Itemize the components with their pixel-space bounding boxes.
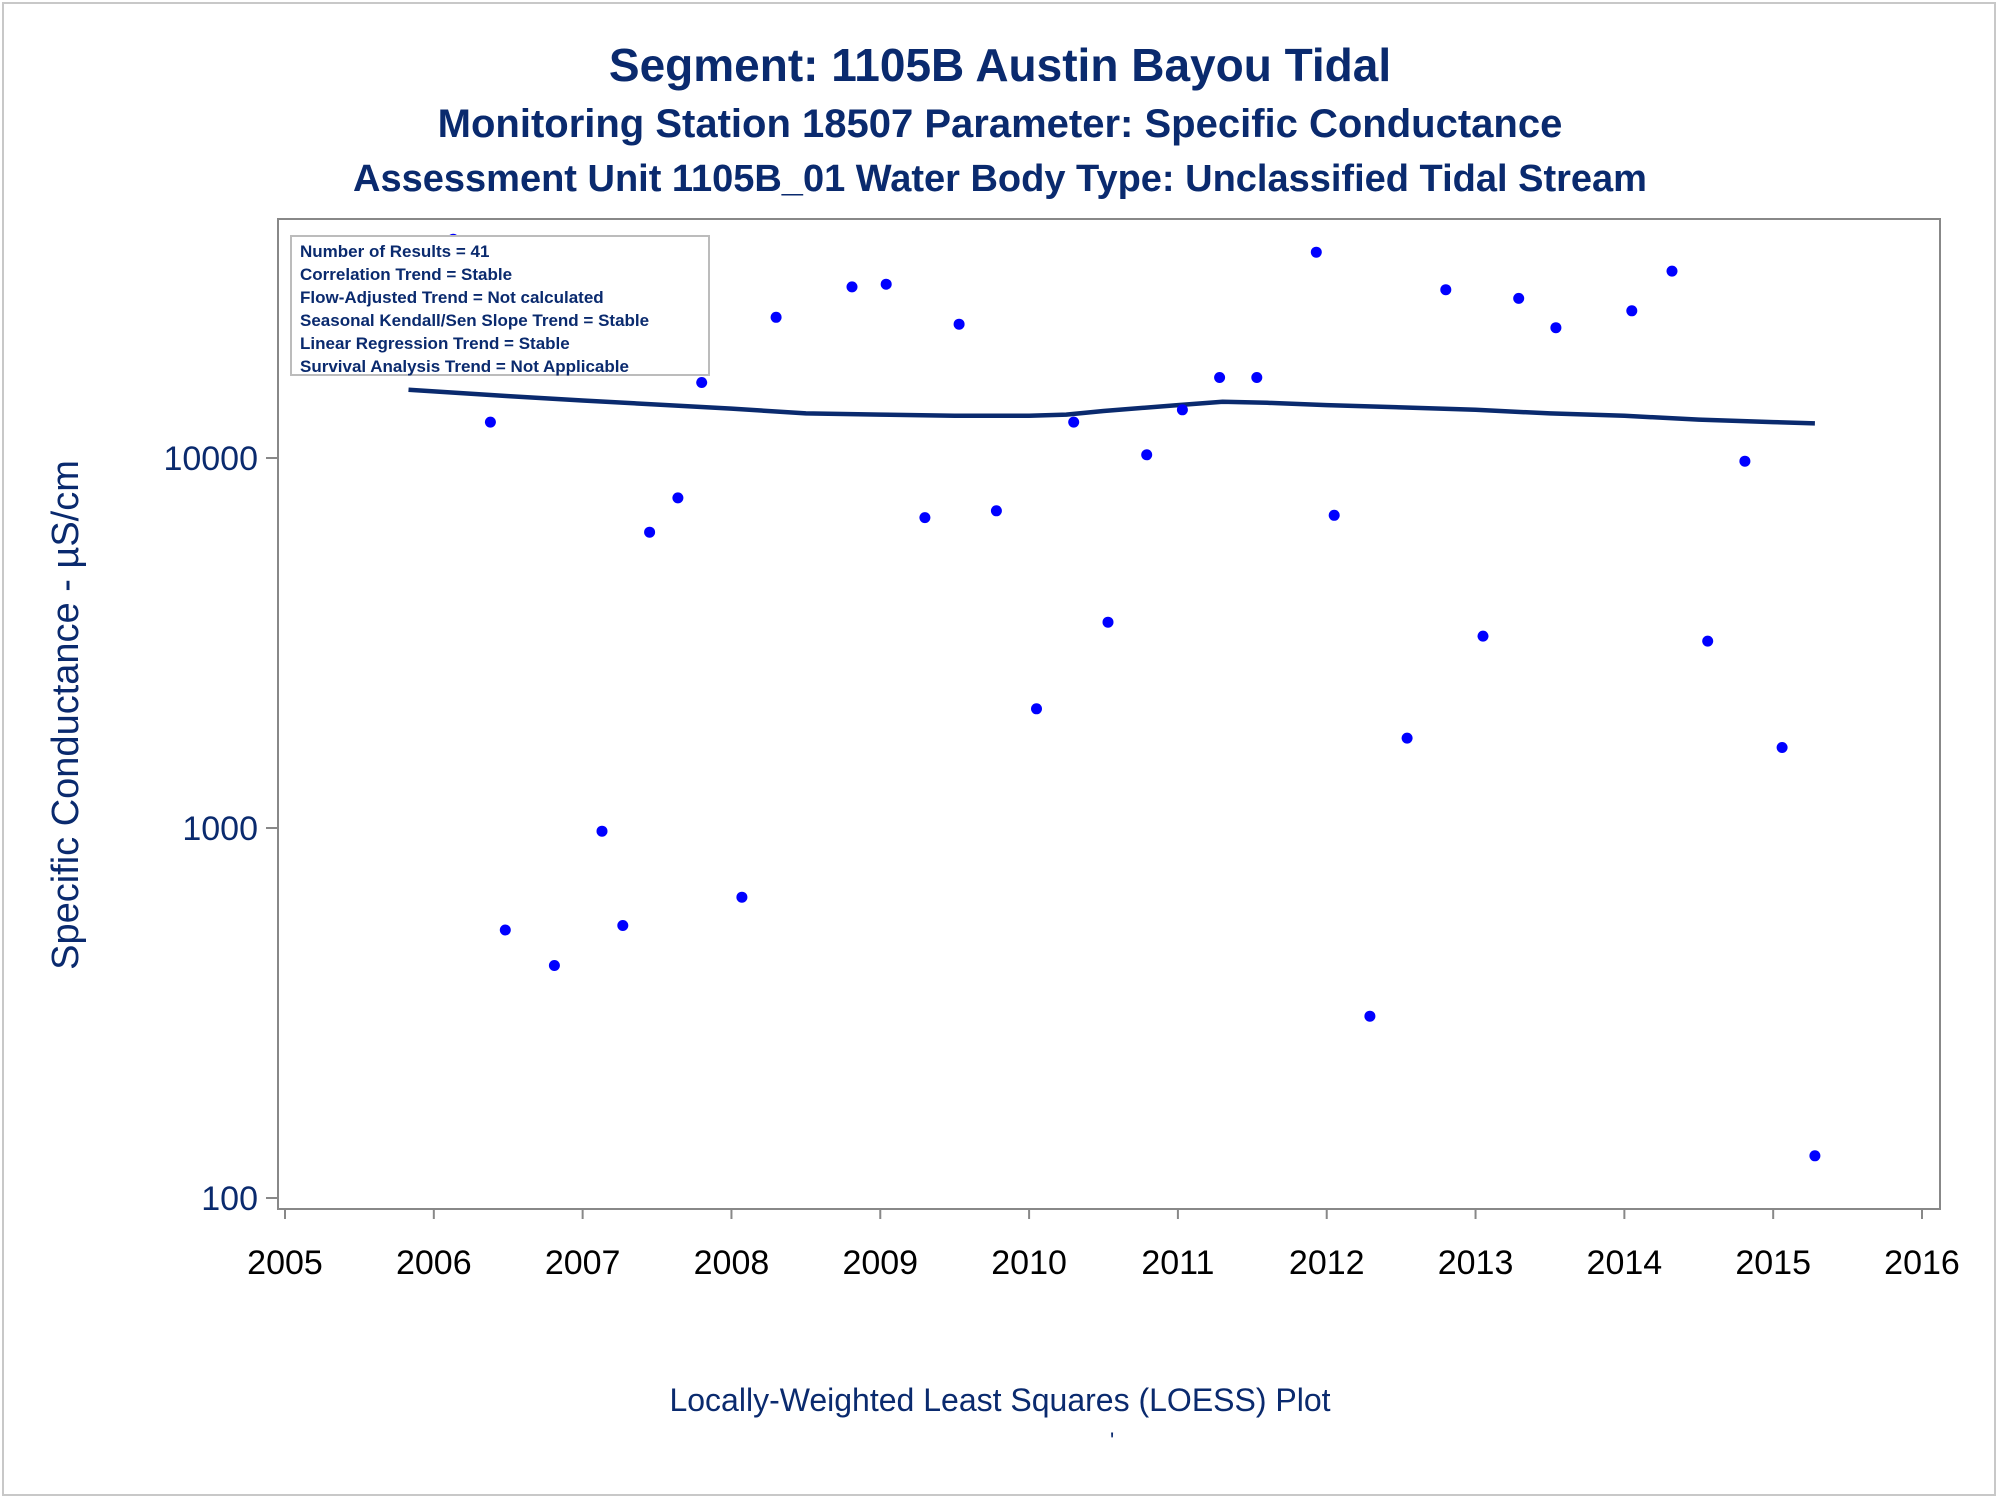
- summary-line-correlation: Correlation Trend = Stable: [300, 265, 513, 284]
- plot-area-border: [277, 218, 1941, 1210]
- y-tick-label: 10000: [163, 440, 258, 478]
- data-point: [1477, 630, 1489, 642]
- data-point: [1401, 732, 1413, 744]
- data-point: [846, 281, 858, 293]
- x-tick-label: 2016: [1884, 1244, 1960, 1282]
- data-point: [548, 960, 560, 971]
- data-point: [1513, 292, 1525, 304]
- data-point: [499, 924, 511, 936]
- x-tick-label: 2005: [247, 1244, 323, 1282]
- data-point: [1310, 246, 1322, 258]
- data-point: [1214, 372, 1226, 383]
- data-point: [1666, 265, 1678, 277]
- x-tick-label: 2015: [1735, 1244, 1811, 1282]
- data-point: [484, 416, 496, 428]
- data-point: [736, 891, 748, 903]
- loess-line: [408, 387, 1815, 426]
- data-point: [1251, 372, 1263, 383]
- chart-title: Segment: 1105B Austin Bayou Tidal: [608, 39, 1392, 91]
- data-point: [990, 505, 1002, 517]
- data-point: [617, 920, 629, 931]
- data-point: [1031, 703, 1042, 715]
- x-tick-label: 2012: [1289, 1244, 1365, 1282]
- data-point: [880, 278, 892, 290]
- chart-subtitle: Monitoring Station 18507 Parameter: Spec…: [437, 102, 1563, 146]
- summary-line-survival: Survival Analysis Trend = Not Applicable: [300, 357, 629, 376]
- data-point: [1702, 635, 1714, 647]
- data-point: [770, 311, 782, 323]
- data-point: [672, 492, 684, 504]
- data-point: [1739, 455, 1751, 467]
- x-tick-label: 2008: [694, 1244, 770, 1282]
- x-tick-label: 2014: [1587, 1244, 1663, 1282]
- data-point: [1626, 305, 1638, 317]
- x-tick-label: 2011: [1141, 1244, 1214, 1282]
- y-tick-label: 1000: [182, 810, 258, 848]
- data-point: [596, 825, 608, 837]
- footnote-mark: ': [1110, 1428, 1115, 1453]
- x-tick-label: 2010: [991, 1244, 1067, 1282]
- footnote: Locally-Weighted Least Squares (LOESS) P…: [669, 1382, 1331, 1418]
- data-point: [1550, 322, 1562, 334]
- data-point: [1440, 284, 1452, 296]
- data-point: [1068, 416, 1080, 428]
- chart-subtitle-2: Assessment Unit 1105B_01 Water Body Type…: [353, 158, 1647, 200]
- summary-line-flow-adjusted: Flow-Adjusted Trend = Not calculated: [300, 288, 604, 307]
- data-point: [919, 512, 931, 524]
- data-point: [1141, 449, 1153, 461]
- data-point: [1809, 1150, 1821, 1162]
- summary-line-seasonal-kendall: Seasonal Kendall/Sen Slope Trend = Stabl…: [300, 311, 650, 330]
- summary-line-results: Number of Results = 41: [300, 242, 490, 261]
- x-tick-label: 2006: [396, 1244, 472, 1282]
- summary-line-linear-regression: Linear Regression Trend = Stable: [300, 334, 570, 353]
- data-point: [1364, 1010, 1376, 1022]
- x-tick-label: 2013: [1438, 1244, 1514, 1282]
- trend-summary-box: Number of Results = 41 Correlation Trend…: [290, 235, 710, 376]
- y-tick-label: 100: [201, 1180, 258, 1218]
- x-tick-label: 2009: [842, 1244, 918, 1282]
- data-point: [644, 526, 656, 538]
- data-point: [1176, 404, 1188, 416]
- data-point: [953, 318, 965, 330]
- data-point: [1776, 742, 1788, 753]
- y-axis-label: Specific Conductance - µS/cm: [45, 460, 87, 970]
- data-point: [1328, 509, 1340, 521]
- x-tick-label: 2007: [545, 1244, 621, 1282]
- data-point: [696, 377, 708, 388]
- data-point: [1102, 616, 1114, 628]
